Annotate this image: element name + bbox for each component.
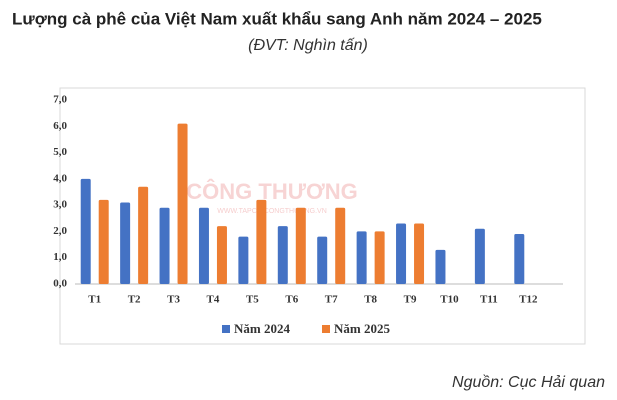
x-tick-label: T7 bbox=[325, 294, 338, 306]
y-tick-label: 0,0 bbox=[53, 278, 67, 290]
y-tick-label: 3,0 bbox=[53, 199, 67, 211]
bar bbox=[396, 223, 407, 284]
bar bbox=[198, 207, 209, 284]
bar bbox=[356, 231, 367, 284]
y-tick-label: 4,0 bbox=[53, 172, 67, 184]
chart-title: Lượng cà phê của Việt Nam xuất khẩu sang… bbox=[12, 9, 542, 28]
bar bbox=[216, 226, 227, 284]
legend-label: Năm 2024 bbox=[234, 321, 290, 336]
bar bbox=[414, 223, 425, 284]
bar bbox=[238, 236, 249, 284]
legend-label: Năm 2025 bbox=[334, 321, 390, 336]
x-tick-label: T9 bbox=[404, 294, 417, 306]
bar bbox=[80, 178, 91, 284]
bar bbox=[514, 234, 525, 284]
bar bbox=[177, 123, 188, 285]
x-tick-label: T11 bbox=[480, 294, 498, 306]
source: Nguồn: Cục Hải quan bbox=[452, 374, 605, 391]
x-tick-label: T10 bbox=[440, 294, 459, 306]
bar bbox=[335, 207, 346, 284]
x-tick-label: T6 bbox=[285, 294, 298, 306]
x-tick-label: T2 bbox=[128, 294, 141, 306]
bar bbox=[159, 207, 170, 284]
bar bbox=[374, 231, 385, 284]
x-tick-label: T8 bbox=[364, 294, 377, 306]
bar bbox=[256, 199, 267, 284]
x-tick-label: T1 bbox=[88, 294, 101, 306]
legend-swatch bbox=[222, 325, 230, 333]
x-tick-label: T4 bbox=[207, 294, 220, 306]
watermark: WWW.TAPCHICONGTHUONG.VN bbox=[217, 208, 327, 215]
bar bbox=[474, 228, 485, 284]
x-tick-label: T12 bbox=[519, 294, 538, 306]
bar bbox=[98, 199, 109, 284]
x-tick-label: T3 bbox=[167, 294, 180, 306]
bar bbox=[317, 236, 328, 284]
y-tick-label: 2,0 bbox=[53, 225, 67, 237]
plot-frame bbox=[59, 87, 586, 345]
legend-swatch bbox=[322, 325, 330, 333]
bar bbox=[138, 186, 149, 284]
y-tick-label: 6,0 bbox=[53, 120, 67, 132]
bar bbox=[120, 202, 131, 284]
bar bbox=[435, 249, 446, 284]
bar bbox=[295, 207, 306, 284]
watermark: CÔNG THƯƠNG bbox=[186, 179, 357, 204]
y-tick-label: 5,0 bbox=[53, 146, 67, 158]
bar bbox=[277, 226, 288, 284]
x-tick-label: T5 bbox=[246, 294, 259, 306]
chart-subtitle: (ĐVT: Nghìn tấn) bbox=[248, 37, 368, 54]
y-tick-label: 1,0 bbox=[53, 251, 67, 263]
y-tick-label: 7,0 bbox=[53, 94, 67, 106]
